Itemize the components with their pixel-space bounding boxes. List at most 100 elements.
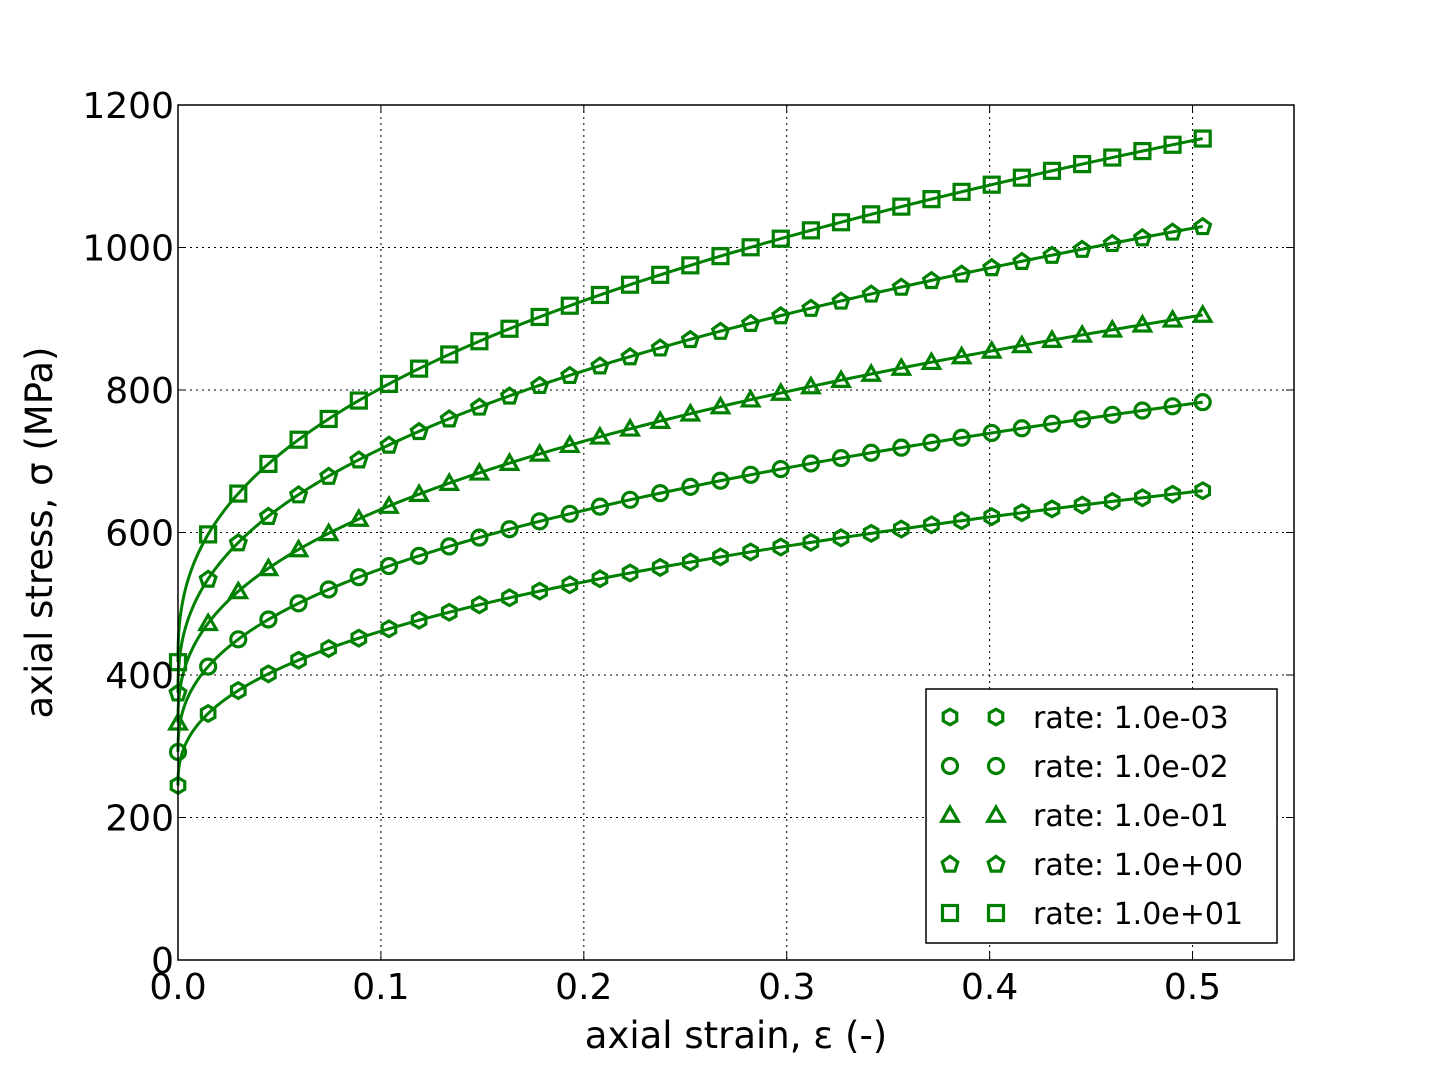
data-point <box>1161 308 1184 328</box>
data-point <box>588 425 611 445</box>
data-point <box>439 409 459 428</box>
data-point <box>771 229 790 248</box>
data-point <box>681 552 699 572</box>
data-point <box>680 329 701 349</box>
data-point <box>1073 155 1092 174</box>
data-point <box>1191 303 1214 323</box>
data-point <box>528 442 551 462</box>
data-point <box>1073 410 1092 429</box>
data-point <box>259 454 278 473</box>
data-point <box>410 359 429 378</box>
data-point <box>530 512 549 531</box>
data-point <box>470 528 489 547</box>
data-point <box>500 319 519 338</box>
series-line <box>176 489 1203 786</box>
x-tick-label: 0.5 <box>1164 967 1221 1008</box>
data-point <box>287 538 310 558</box>
data-point <box>590 497 610 516</box>
data-point <box>317 522 340 542</box>
data-point <box>289 430 308 449</box>
data-point <box>892 438 911 457</box>
legend-marker <box>940 903 960 923</box>
data-point <box>469 397 490 416</box>
data-point <box>740 313 761 332</box>
x-tick-label: 0.1 <box>352 967 409 1008</box>
data-point <box>1073 495 1091 515</box>
legend-marker <box>986 903 1006 923</box>
data-point <box>319 580 338 599</box>
data-point <box>1163 397 1182 416</box>
data-point <box>501 588 518 608</box>
data-point <box>499 386 520 405</box>
data-point <box>1040 328 1064 348</box>
data-point <box>832 528 850 548</box>
y-tick-label: 1000 <box>82 229 174 270</box>
y-tick-label: 200 <box>105 799 174 840</box>
legend-marker <box>987 707 1005 727</box>
data-point <box>1133 141 1152 161</box>
data-point <box>1193 393 1212 412</box>
data-point <box>681 256 700 275</box>
data-point <box>259 610 278 629</box>
data-point <box>1043 499 1061 519</box>
data-point <box>620 346 640 366</box>
data-point <box>711 471 730 490</box>
data-point <box>892 197 911 216</box>
data-point <box>1012 419 1031 438</box>
data-point <box>379 556 399 576</box>
data-point <box>950 345 973 365</box>
data-point <box>377 494 400 514</box>
data-point <box>229 630 248 649</box>
data-point <box>892 519 910 539</box>
data-point <box>199 657 218 676</box>
data-point <box>741 465 760 484</box>
data-point <box>1162 222 1183 241</box>
data-point <box>349 450 369 469</box>
data-point <box>920 350 943 371</box>
data-point <box>560 504 579 523</box>
data-point <box>711 247 730 266</box>
data-point <box>681 477 700 496</box>
data-point <box>982 175 1001 194</box>
series-line <box>176 137 1203 663</box>
data-point <box>710 321 731 340</box>
x-tick-label: 0.2 <box>555 967 612 1008</box>
data-point <box>408 482 431 503</box>
data-point <box>199 703 217 724</box>
data-point <box>862 443 881 462</box>
data-point <box>198 569 218 588</box>
data-point <box>1012 251 1032 270</box>
data-point <box>1010 334 1033 354</box>
data-point <box>438 471 461 491</box>
data-point <box>258 506 279 525</box>
data-point <box>440 345 459 364</box>
x-tick-label: 0.0 <box>149 967 206 1008</box>
series-markers <box>166 129 1214 796</box>
data-point <box>771 459 790 479</box>
data-point <box>739 388 762 408</box>
data-point <box>831 448 851 468</box>
data-point <box>440 537 459 556</box>
data-point <box>1102 233 1122 253</box>
data-point <box>590 356 610 375</box>
data-point <box>229 484 248 503</box>
data-point <box>410 610 428 630</box>
data-point <box>1133 401 1152 420</box>
series-line <box>176 400 1203 752</box>
data-point <box>347 507 370 527</box>
data-point <box>982 257 1002 277</box>
data-point <box>319 466 339 485</box>
y-tick-label: 800 <box>105 371 174 412</box>
data-point <box>289 594 308 613</box>
data-point <box>679 402 702 422</box>
data-point <box>862 523 880 544</box>
tick-labels: 0.0 0.1 0.2 0.3 0.4 0.5 0 200 400 600 800 1000 1200 <box>82 86 1221 1008</box>
data-point <box>410 546 429 565</box>
data-point <box>771 305 791 325</box>
data-point <box>500 520 519 539</box>
data-point <box>350 628 368 648</box>
data-point <box>801 454 820 473</box>
x-axis-title: axial strain, ε (-) <box>585 1014 887 1057</box>
data-point <box>651 484 670 503</box>
data-point <box>651 265 670 284</box>
